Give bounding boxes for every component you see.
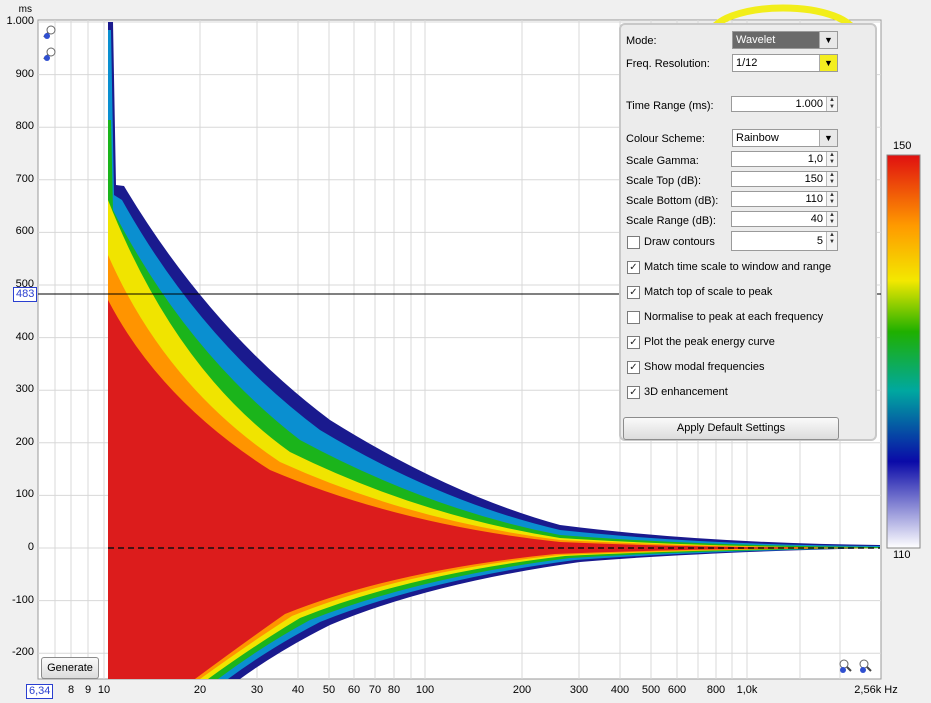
x-tick-label: 60 (347, 684, 361, 696)
x-tick-label: 200 (512, 684, 532, 696)
match-top-checkbox[interactable]: ✓ (627, 286, 640, 299)
normalise-label: Normalise to peak at each frequency (644, 311, 824, 323)
x-tick-label: 300 (569, 684, 589, 696)
scale-gamma-spinner[interactable]: ▲ ▼ (826, 152, 837, 166)
y-tick-label: 700 (15, 172, 34, 185)
scale-range-input[interactable]: 40 ▲ ▼ (731, 211, 838, 227)
enhancement-checkbox[interactable]: ✓ (627, 386, 640, 399)
plot-peak-checkbox[interactable]: ✓ (627, 336, 640, 349)
scale-bottom-input[interactable]: 110 ▲ ▼ (731, 191, 838, 207)
y-unit-label: ms (18, 4, 32, 15)
x-tick-label: 800 (706, 684, 726, 696)
y-cursor-readout[interactable]: 483 (13, 287, 38, 302)
freq-resolution-label: Freq. Resolution: (626, 58, 710, 70)
scale-bottom-spinner[interactable]: ▲ ▼ (826, 192, 837, 206)
mode-label: Mode: (626, 35, 657, 47)
scale-top-label: Scale Top (dB): (626, 175, 702, 187)
show-modal-checkbox[interactable]: ✓ (627, 361, 640, 374)
scale-gamma-value: 1,0 (807, 153, 823, 165)
chevron-down-icon[interactable]: ▼ (819, 32, 837, 48)
scale-gamma-input[interactable]: 1,0 ▲ ▼ (731, 151, 838, 167)
x-tick-label: 70 (368, 684, 382, 696)
x-tick-label: 500 (641, 684, 661, 696)
scale-top-value: 150 (804, 173, 823, 185)
colour-scale-top-label: 150 (893, 140, 912, 152)
y-tick-label: -100 (11, 593, 34, 606)
chevron-down-icon[interactable]: ▼ (819, 55, 837, 71)
chevron-down-icon[interactable]: ▼ (819, 130, 837, 146)
draw-contours-label: Draw contours (644, 236, 715, 248)
x-tick-label: 50 (322, 684, 336, 696)
zoom-in-icon[interactable] (43, 25, 57, 39)
x-tick-label: 1,0k (736, 684, 758, 696)
enhancement-label: 3D enhancement (644, 386, 728, 398)
x-tick-label: 30 (250, 684, 264, 696)
draw-contours-checkbox[interactable] (627, 236, 640, 249)
scale-range-spinner[interactable]: ▲ ▼ (826, 212, 837, 226)
y-tick-label: 0 (27, 541, 34, 553)
y-tick-label: 200 (15, 435, 34, 448)
zoom-in-x-icon[interactable] (858, 659, 872, 673)
plot-peak-label: Plot the peak energy curve (644, 336, 775, 348)
y-tick-label: -200 (11, 646, 34, 659)
colour-scheme-value: Rainbow (736, 132, 779, 144)
time-range-spinner[interactable]: ▲ ▼ (826, 97, 837, 111)
scale-top-spinner[interactable]: ▲ ▼ (826, 172, 837, 186)
y-tick-label: 300 (15, 383, 34, 396)
mode-select-value: Wavelet (736, 34, 776, 46)
x-tick-label: 400 (610, 684, 630, 696)
normalise-checkbox[interactable] (627, 311, 640, 324)
contours-count-spinner[interactable]: ▲ ▼ (826, 232, 837, 250)
x-tick-label: 600 (667, 684, 687, 696)
y-tick-label: 100 (15, 488, 34, 501)
settings-panel: Mode: Wavelet ▼ Freq. Resolution: 1/12 ▼… (619, 23, 877, 441)
show-modal-label: Show modal frequencies (644, 361, 765, 373)
contours-count-input[interactable]: 5 ▲ ▼ (731, 231, 838, 251)
y-tick-label: 1.000 (6, 15, 34, 27)
time-range-input[interactable]: 1.000 ▲ ▼ (731, 96, 838, 112)
x-tick-label: 100 (415, 684, 435, 696)
scale-bottom-label: Scale Bottom (dB): (626, 195, 719, 207)
freq-resolution-select[interactable]: 1/12 ▼ (732, 54, 838, 72)
scale-top-input[interactable]: 150 ▲ ▼ (731, 171, 838, 187)
scale-gamma-label: Scale Gamma: (626, 155, 699, 167)
colour-scheme-select[interactable]: Rainbow ▼ (732, 129, 838, 147)
colour-scale-bar (886, 154, 921, 549)
match-time-label: Match time scale to window and range (644, 261, 832, 273)
y-tick-label: 900 (15, 67, 34, 80)
lower-decay-envelope (108, 548, 880, 679)
freq-resolution-value: 1/12 (736, 57, 758, 69)
zoom-out-icon[interactable] (43, 47, 57, 61)
colour-scheme-label: Colour Scheme: (626, 133, 705, 145)
scale-range-label: Scale Range (dB): (626, 215, 716, 227)
time-range-label: Time Range (ms): (626, 100, 714, 112)
x-tick-label: 2,56k Hz (854, 684, 898, 696)
scale-range-value: 40 (810, 213, 823, 225)
x-tick-label: 40 (291, 684, 305, 696)
x-tick-label: 10 (97, 684, 111, 696)
mode-select[interactable]: Wavelet ▼ (732, 31, 838, 49)
upper-decay-envelope (108, 22, 880, 548)
x-tick-label: 8 (67, 684, 75, 696)
x-tick-label: 9 (84, 684, 92, 696)
zoom-out-x-icon[interactable] (838, 659, 852, 673)
match-time-checkbox[interactable]: ✓ (627, 261, 640, 274)
scale-bottom-value: 110 (805, 193, 823, 205)
y-tick-label: 400 (15, 330, 34, 343)
x-tick-label: 20 (193, 684, 207, 696)
colour-scale-bottom-label: 110 (893, 549, 911, 561)
match-top-label: Match top of scale to peak (644, 286, 773, 298)
y-tick-label: 800 (15, 120, 34, 133)
x-tick-label: 80 (387, 684, 401, 696)
generate-button[interactable]: Generate (41, 657, 99, 679)
time-range-value: 1.000 (795, 98, 823, 110)
apply-default-settings-button[interactable]: Apply Default Settings (623, 417, 839, 440)
y-tick-label: 600 (15, 225, 34, 238)
contours-count-value: 5 (816, 235, 823, 247)
x-left-readout[interactable]: 6,34 (26, 684, 54, 699)
